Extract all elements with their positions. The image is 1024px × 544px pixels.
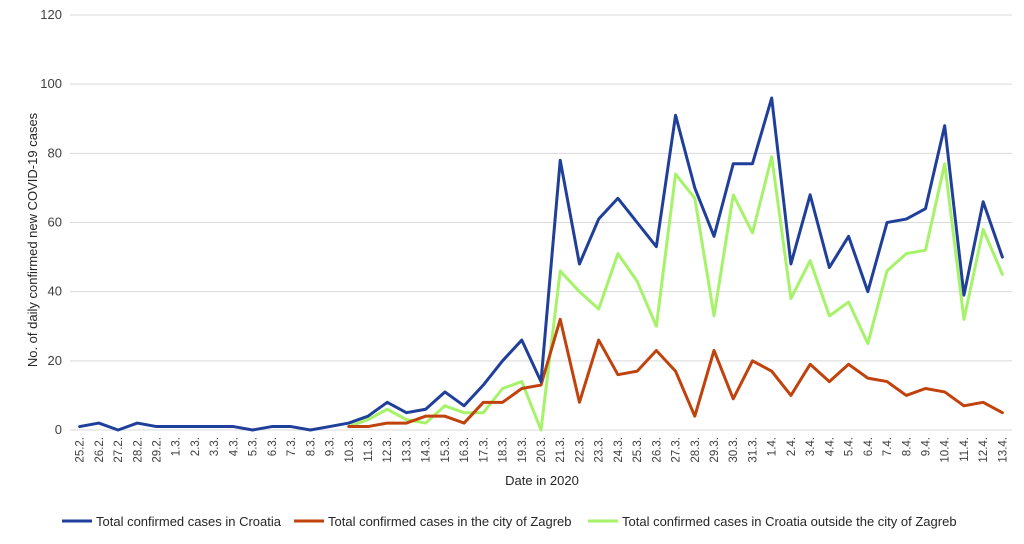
x-tick-label: 23.3. xyxy=(594,437,606,463)
x-tick-label: 28.3. xyxy=(690,437,702,463)
x-tick-label: 22.3. xyxy=(574,437,586,463)
gridlines xyxy=(70,14,1012,431)
x-tick-label: 25.2. xyxy=(75,437,87,463)
y-axis-title: No. of daily confirmed new COVID-19 case… xyxy=(25,112,40,367)
y-tick-label: 0 xyxy=(55,422,62,437)
x-tick-label: 1.3. xyxy=(171,437,183,456)
x-tick-label: 17.3. xyxy=(478,437,490,463)
y-tick-label: 60 xyxy=(48,215,62,230)
x-tick-label: 28.2. xyxy=(132,437,144,463)
legend-label: Total confirmed cases in Croatia outside… xyxy=(622,514,957,529)
x-tick-label: 12.4. xyxy=(978,437,990,463)
x-tick-label: 5.4. xyxy=(844,437,856,456)
x-tick-label: 26.2. xyxy=(94,437,106,463)
x-tick-label: 24.3. xyxy=(613,437,625,463)
series-line xyxy=(347,155,1004,432)
x-tick-label: 8.3. xyxy=(305,437,317,456)
y-tick-label: 120 xyxy=(40,7,62,22)
x-tick-label: 9.3. xyxy=(325,437,337,456)
x-tick-label: 13.3. xyxy=(401,437,413,463)
x-tick-label: 6.4. xyxy=(863,437,875,456)
x-tick-label: 6.3. xyxy=(267,437,279,456)
legend-item: Total confirmed cases in Croatia outside… xyxy=(588,514,957,529)
series-line xyxy=(78,96,1004,432)
x-tick-label: 30.3. xyxy=(728,437,740,463)
x-tick-label: 19.3. xyxy=(517,437,529,463)
legend-item: Total confirmed cases in the city of Zag… xyxy=(294,514,572,529)
y-axis-ticks: 0 20 40 60 80 100 120 xyxy=(40,7,62,437)
x-tick-label: 4.4. xyxy=(824,437,836,456)
legend: Total confirmed cases in Croatia Total co… xyxy=(62,514,957,529)
x-axis-ticks: 25.2. 26.2. 27.2. 28.2. 29.2. 1.3. 2.3. 3.3. 4.3… xyxy=(75,437,1010,463)
x-tick-label: 11.4. xyxy=(959,437,971,462)
x-tick-label: 7.4. xyxy=(882,437,894,456)
x-tick-label: 18.3. xyxy=(498,437,510,463)
x-tick-label: 27.3. xyxy=(671,437,683,463)
x-tick-label: 3.3. xyxy=(209,437,221,456)
x-tick-label: 9.4. xyxy=(920,437,932,456)
x-tick-label: 4.3. xyxy=(228,437,240,456)
x-tick-label: 20.3. xyxy=(536,437,548,463)
x-tick-label: 25.3. xyxy=(632,437,644,463)
legend-label: Total confirmed cases in the city of Zag… xyxy=(328,514,572,529)
y-tick-label: 40 xyxy=(48,284,62,299)
series-lines xyxy=(78,96,1004,432)
x-tick-label: 21.3. xyxy=(555,437,567,463)
legend-label: Total confirmed cases in Croatia xyxy=(96,514,282,529)
x-tick-label: 2.4. xyxy=(786,437,798,456)
x-tick-label: 16.3. xyxy=(459,437,471,463)
series-line xyxy=(347,317,1004,429)
x-axis-title: Date in 2020 xyxy=(505,473,579,488)
x-tick-label: 29.2. xyxy=(152,437,164,463)
x-tick-label: 12.3. xyxy=(382,437,394,463)
x-tick-label: 29.3. xyxy=(709,437,721,463)
x-tick-label: 10.4. xyxy=(940,437,952,463)
legend-item: Total confirmed cases in Croatia xyxy=(62,514,282,529)
x-tick-label: 27.2. xyxy=(113,437,125,463)
y-tick-label: 20 xyxy=(48,353,62,368)
x-tick-label: 11.3. xyxy=(363,437,375,462)
x-tick-label: 26.3. xyxy=(651,437,663,463)
y-tick-label: 100 xyxy=(40,76,62,91)
x-tick-label: 10.3. xyxy=(344,437,356,463)
x-tick-label: 1.4. xyxy=(767,437,779,456)
x-tick-label: 7.3. xyxy=(286,437,298,456)
x-tick-label: 31.3. xyxy=(747,437,759,463)
x-tick-label: 2.3. xyxy=(190,437,202,456)
x-tick-label: 5.3. xyxy=(248,437,260,456)
x-tick-label: 3.4. xyxy=(805,437,817,456)
x-tick-label: 13.4. xyxy=(997,437,1009,463)
x-tick-label: 14.3. xyxy=(421,437,433,463)
x-tick-label: 15.3. xyxy=(440,437,452,463)
x-tick-label: 8.4. xyxy=(901,437,913,456)
y-tick-label: 80 xyxy=(48,145,62,160)
